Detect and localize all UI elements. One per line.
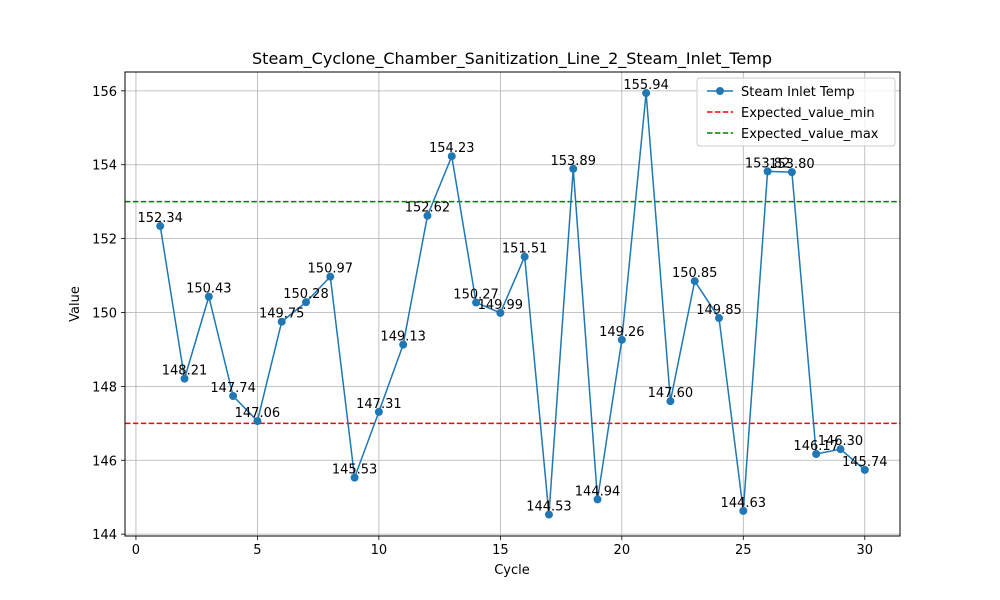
data-label: 153.89 [550, 154, 596, 169]
data-label: 150.43 [186, 282, 232, 297]
data-label: 152.62 [405, 201, 451, 216]
data-point [156, 222, 165, 231]
data-point [204, 292, 213, 301]
data-label: 153.80 [769, 157, 815, 172]
series-layer [156, 89, 869, 519]
plot-frame [124, 71, 901, 537]
data-label: 150.85 [672, 266, 718, 281]
x-tick-label: 20 [614, 543, 631, 558]
data-point [593, 495, 602, 504]
data-point [860, 465, 869, 474]
data-label: 144.53 [526, 500, 572, 515]
legend-marker-series [716, 87, 724, 95]
data-point [496, 308, 505, 317]
data-label: 146.30 [818, 434, 864, 449]
y-axis-label: Value [68, 286, 83, 322]
data-label: 149.13 [380, 330, 426, 345]
data-label: 147.60 [648, 386, 694, 401]
x-tick-label: 25 [735, 543, 752, 558]
chart-title: Steam_Cyclone_Chamber_Sanitization_Line_… [252, 49, 772, 69]
data-label: 148.21 [162, 364, 208, 379]
data-label: 152.34 [137, 211, 183, 226]
data-point [180, 374, 189, 383]
data-label: 150.27 [453, 288, 499, 303]
data-label: 145.74 [842, 455, 888, 470]
x-tick-label: 30 [856, 543, 873, 558]
y-tick-label: 146 [92, 454, 117, 469]
data-label: 153.82 [745, 156, 791, 171]
x-tick-label: 15 [492, 543, 509, 558]
data-point [253, 417, 262, 426]
data-point [739, 506, 748, 515]
data-point [617, 335, 626, 344]
legend-box [696, 77, 896, 147]
data-label: 150.97 [308, 262, 354, 277]
data-point [569, 164, 578, 173]
data-label: 145.53 [332, 463, 378, 478]
data-label: 147.31 [356, 397, 402, 412]
y-tick-label: 148 [92, 380, 117, 395]
y-tick-label: 156 [92, 85, 117, 100]
legend-label-series: Steam Inlet Temp [741, 85, 855, 100]
data-point [787, 168, 796, 177]
data-point [642, 89, 651, 98]
data-point [763, 167, 772, 176]
data-label: 151.51 [502, 242, 548, 257]
data-label: 146.17 [793, 439, 839, 454]
data-label: 144.94 [575, 484, 621, 499]
data-point [326, 272, 335, 281]
data-label: 149.75 [259, 307, 305, 322]
data-label: 147.74 [210, 381, 256, 396]
x-tick-label: 10 [371, 543, 388, 558]
data-point [520, 252, 529, 261]
y-tick-label: 150 [92, 306, 117, 321]
data-point [301, 298, 310, 307]
data-label: 149.85 [696, 303, 742, 318]
grid [125, 72, 900, 536]
y-tick-label: 152 [92, 233, 117, 248]
data-label: 147.06 [235, 406, 281, 421]
data-point [399, 340, 408, 349]
x-axis-label: Cycle [494, 563, 530, 578]
legend-label-min: Expected_value_min [741, 106, 875, 121]
data-point [836, 445, 845, 454]
data-labels: 152.34 148.21 150.43 147.74 147.06 149.75 150.… [137, 78, 887, 515]
legend-label-max: Expected_value_max [741, 127, 879, 142]
data-point [812, 449, 821, 458]
data-point [447, 152, 456, 161]
y-tick-label: 144 [92, 528, 117, 543]
y-tick-label: 154 [92, 159, 117, 174]
data-label: 144.63 [721, 496, 767, 511]
data-label: 155.94 [623, 78, 669, 93]
data-label: 150.28 [283, 287, 329, 302]
data-point [423, 211, 432, 220]
data-label: 149.99 [478, 298, 524, 313]
x-tick-label: 0 [132, 543, 140, 558]
data-point [690, 277, 699, 286]
data-point [715, 314, 724, 323]
series-line [159, 92, 866, 515]
data-point [472, 298, 481, 307]
data-label: 149.26 [599, 325, 645, 340]
data-point [277, 317, 286, 326]
data-point [350, 473, 359, 482]
ticks: 0 5 10 15 20 25 30 144 146 148 150 152 154 156 [92, 85, 873, 558]
data-label: 154.23 [429, 141, 475, 156]
data-point [666, 397, 675, 406]
data-point [374, 407, 383, 416]
data-point [229, 391, 238, 400]
data-point [544, 510, 553, 519]
x-tick-label: 5 [253, 543, 261, 558]
legend: Steam Inlet Temp Expected_value_min Expe… [696, 77, 896, 147]
